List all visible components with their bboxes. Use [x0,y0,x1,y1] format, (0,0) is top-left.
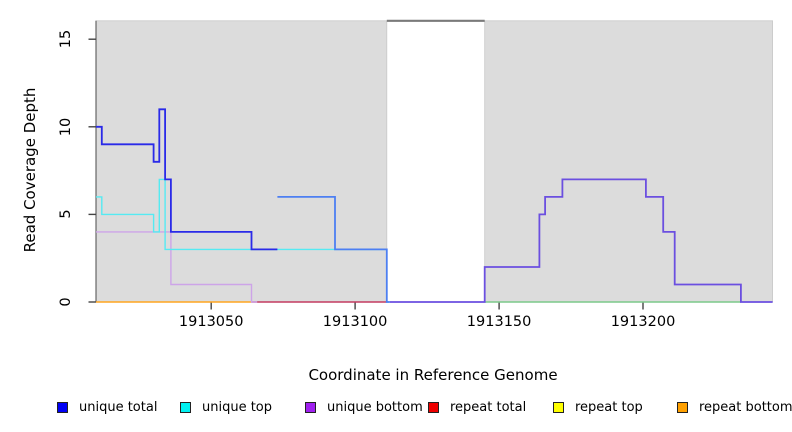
legend-label: unique bottom [327,399,423,415]
x-axis-title: Coordinate in Reference Genome [308,366,558,384]
y-tick-label: 5 [58,209,74,220]
unique-bottom-swatch-icon [305,401,316,413]
coverage-region-shade [95,20,388,303]
unique-top-swatch-icon [180,401,191,413]
repeat-total-swatch-icon [428,401,439,413]
legend-item-repeat-total: repeat total [428,398,526,416]
legend-item-unique-total: unique total [57,398,157,416]
legend-label: unique total [79,399,158,415]
x-tick-label: 1913050 [178,314,244,330]
y-tick-label: 0 [58,297,74,307]
legend-item-unique-bottom: unique bottom [305,398,423,416]
series-line-overlap-right-violet [389,178,773,303]
repeat-bottom-swatch-icon [677,401,688,413]
repeat-top-swatch-icon [553,401,564,413]
series-line-unique-total-left [96,108,278,251]
coverage-region-shade [484,20,774,303]
series-line-unique-total-hump [277,196,390,303]
unique-total-swatch-icon [57,401,68,413]
legend: unique total unique top unique bottom re… [0,398,792,420]
legend-label: unique top [202,399,273,415]
x-tick-label: 1913200 [610,314,676,330]
y-tick-label: 10 [58,117,74,137]
legend-label: repeat top [575,399,643,415]
legend-label: repeat total [450,399,527,415]
legend-label: repeat bottom [699,399,792,415]
y-axis-title: Read Coverage Depth [21,87,39,253]
y-tick-label: 15 [58,29,74,49]
x-tick-label: 1913100 [322,314,388,330]
legend-item-unique-top: unique top [180,398,272,416]
x-tick-label: 1913150 [466,314,532,330]
legend-item-repeat-bottom: repeat bottom [677,398,792,416]
legend-item-repeat-top: repeat top [553,398,643,416]
